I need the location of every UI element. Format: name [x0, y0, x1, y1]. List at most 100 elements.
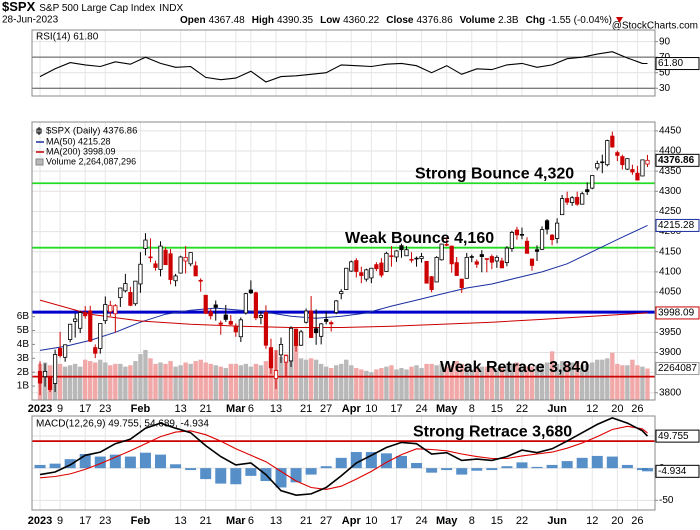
- volume-bar: [454, 361, 459, 400]
- volume-bar: [564, 363, 570, 400]
- value-box-bg: [655, 153, 700, 167]
- candle-body: [354, 260, 359, 272]
- candle-body: [233, 326, 238, 333]
- volume-bar: [288, 355, 294, 400]
- candle-body: [615, 152, 620, 156]
- volume-bar: [554, 363, 560, 400]
- candle-body: [519, 234, 525, 236]
- stat-value: 4390.35: [277, 15, 314, 26]
- volume-bar: [424, 363, 429, 400]
- candle-body: [630, 169, 635, 173]
- candle-body: [309, 310, 314, 338]
- volume-bar: [163, 363, 168, 400]
- x-tick-label: 8: [469, 403, 475, 415]
- value-box: -4.934: [655, 464, 700, 478]
- y-tick-label: 3900: [659, 347, 682, 358]
- candle-body: [303, 310, 309, 323]
- histogram-bar: [426, 468, 438, 473]
- histogram-bar: [641, 468, 653, 472]
- candle-body: [590, 175, 595, 189]
- candle-body: [143, 239, 148, 249]
- x-tick-label: 13: [174, 515, 186, 527]
- volume-bar: [113, 363, 118, 400]
- volume-bar: [133, 361, 138, 400]
- candle-body: [555, 222, 560, 239]
- x-tick-label: Feb: [131, 515, 151, 527]
- volume-bar: [640, 366, 645, 400]
- histogram-bar: [200, 468, 212, 480]
- y-tick-label: 90: [659, 36, 671, 47]
- volume-bar: [153, 363, 158, 400]
- x-tick-label: 17: [79, 515, 91, 527]
- candle-body: [128, 292, 133, 306]
- candle-body: [63, 344, 68, 358]
- volume-bar: [158, 362, 163, 400]
- x-tick-label: 2023: [28, 403, 52, 415]
- volume-bar: [248, 366, 254, 400]
- candle-body: [489, 256, 494, 263]
- candle-body: [298, 331, 304, 346]
- volume-bar: [399, 368, 404, 400]
- volume-bar: [534, 365, 540, 400]
- candle-body: [605, 140, 610, 166]
- volume-bar: [263, 361, 269, 400]
- stat-label: Open: [180, 15, 206, 26]
- legend-icon: [36, 127, 42, 135]
- volume-tick-label: 1B: [17, 381, 30, 392]
- stat-label: Volume: [460, 15, 496, 26]
- x-tick-label: Jun: [547, 403, 567, 415]
- volume-bar: [615, 363, 620, 400]
- candle-body: [575, 196, 580, 205]
- candle-body: [344, 267, 349, 291]
- x-tick-label: 10: [365, 515, 377, 527]
- candle-body: [288, 327, 294, 362]
- change-arrow: [615, 17, 623, 23]
- volume-bar: [499, 366, 505, 400]
- histogram-bar: [335, 457, 347, 469]
- layer-data: [37, 51, 650, 497]
- x-tick-label: Feb: [131, 403, 151, 415]
- value-box: 4376.86: [655, 153, 700, 167]
- annotation-label: Weak Retrace 3,840: [440, 359, 589, 376]
- header-title: $SPX S&P 500 Large Cap Index INDX: [2, 0, 183, 14]
- stat-value: 2.3B: [498, 15, 519, 26]
- legend-label: Volume 2,264,087,296: [46, 156, 136, 166]
- stats: Open 4367.48 High 4390.35 Low 4360.22 Close 437…: [180, 15, 612, 26]
- volume-bar: [168, 361, 173, 400]
- annotation-label: Strong Bounce 4,320: [415, 165, 574, 182]
- histogram-bar: [215, 468, 227, 484]
- candle-body: [374, 264, 379, 270]
- candle-body: [52, 354, 58, 384]
- candle-body: [625, 158, 630, 170]
- histogram-bar: [170, 464, 182, 469]
- candle-body: [529, 258, 535, 266]
- stat-value: 4367.48: [209, 15, 246, 26]
- volume-bar: [605, 358, 610, 400]
- candle-body: [273, 370, 279, 380]
- stat-label: Chg: [526, 15, 545, 26]
- stat-value: 4360.22: [343, 15, 380, 26]
- candle-body: [173, 275, 178, 282]
- x-tick-label: 24: [415, 515, 427, 527]
- volume-tick-label: 4B: [17, 339, 30, 350]
- candle-body: [83, 312, 88, 317]
- volume-bar: [474, 368, 479, 400]
- volume-bar: [509, 363, 515, 400]
- volume-bar: [103, 362, 108, 400]
- volume-bar: [98, 359, 103, 400]
- volume-bar: [218, 366, 223, 400]
- volume-bar: [489, 368, 495, 400]
- volume-bar: [414, 365, 419, 400]
- candle-body: [183, 256, 188, 262]
- candle-body: [444, 244, 449, 246]
- candle-body: [379, 262, 384, 276]
- volume-bar: [630, 359, 635, 400]
- candle-body: [329, 322, 334, 325]
- histogram-bar: [64, 459, 76, 469]
- histogram-bar: [441, 468, 453, 471]
- value-box: 4215.28: [655, 218, 700, 232]
- histogram-bar: [395, 455, 407, 469]
- volume-bar: [394, 369, 399, 400]
- volume-bar: [293, 343, 299, 400]
